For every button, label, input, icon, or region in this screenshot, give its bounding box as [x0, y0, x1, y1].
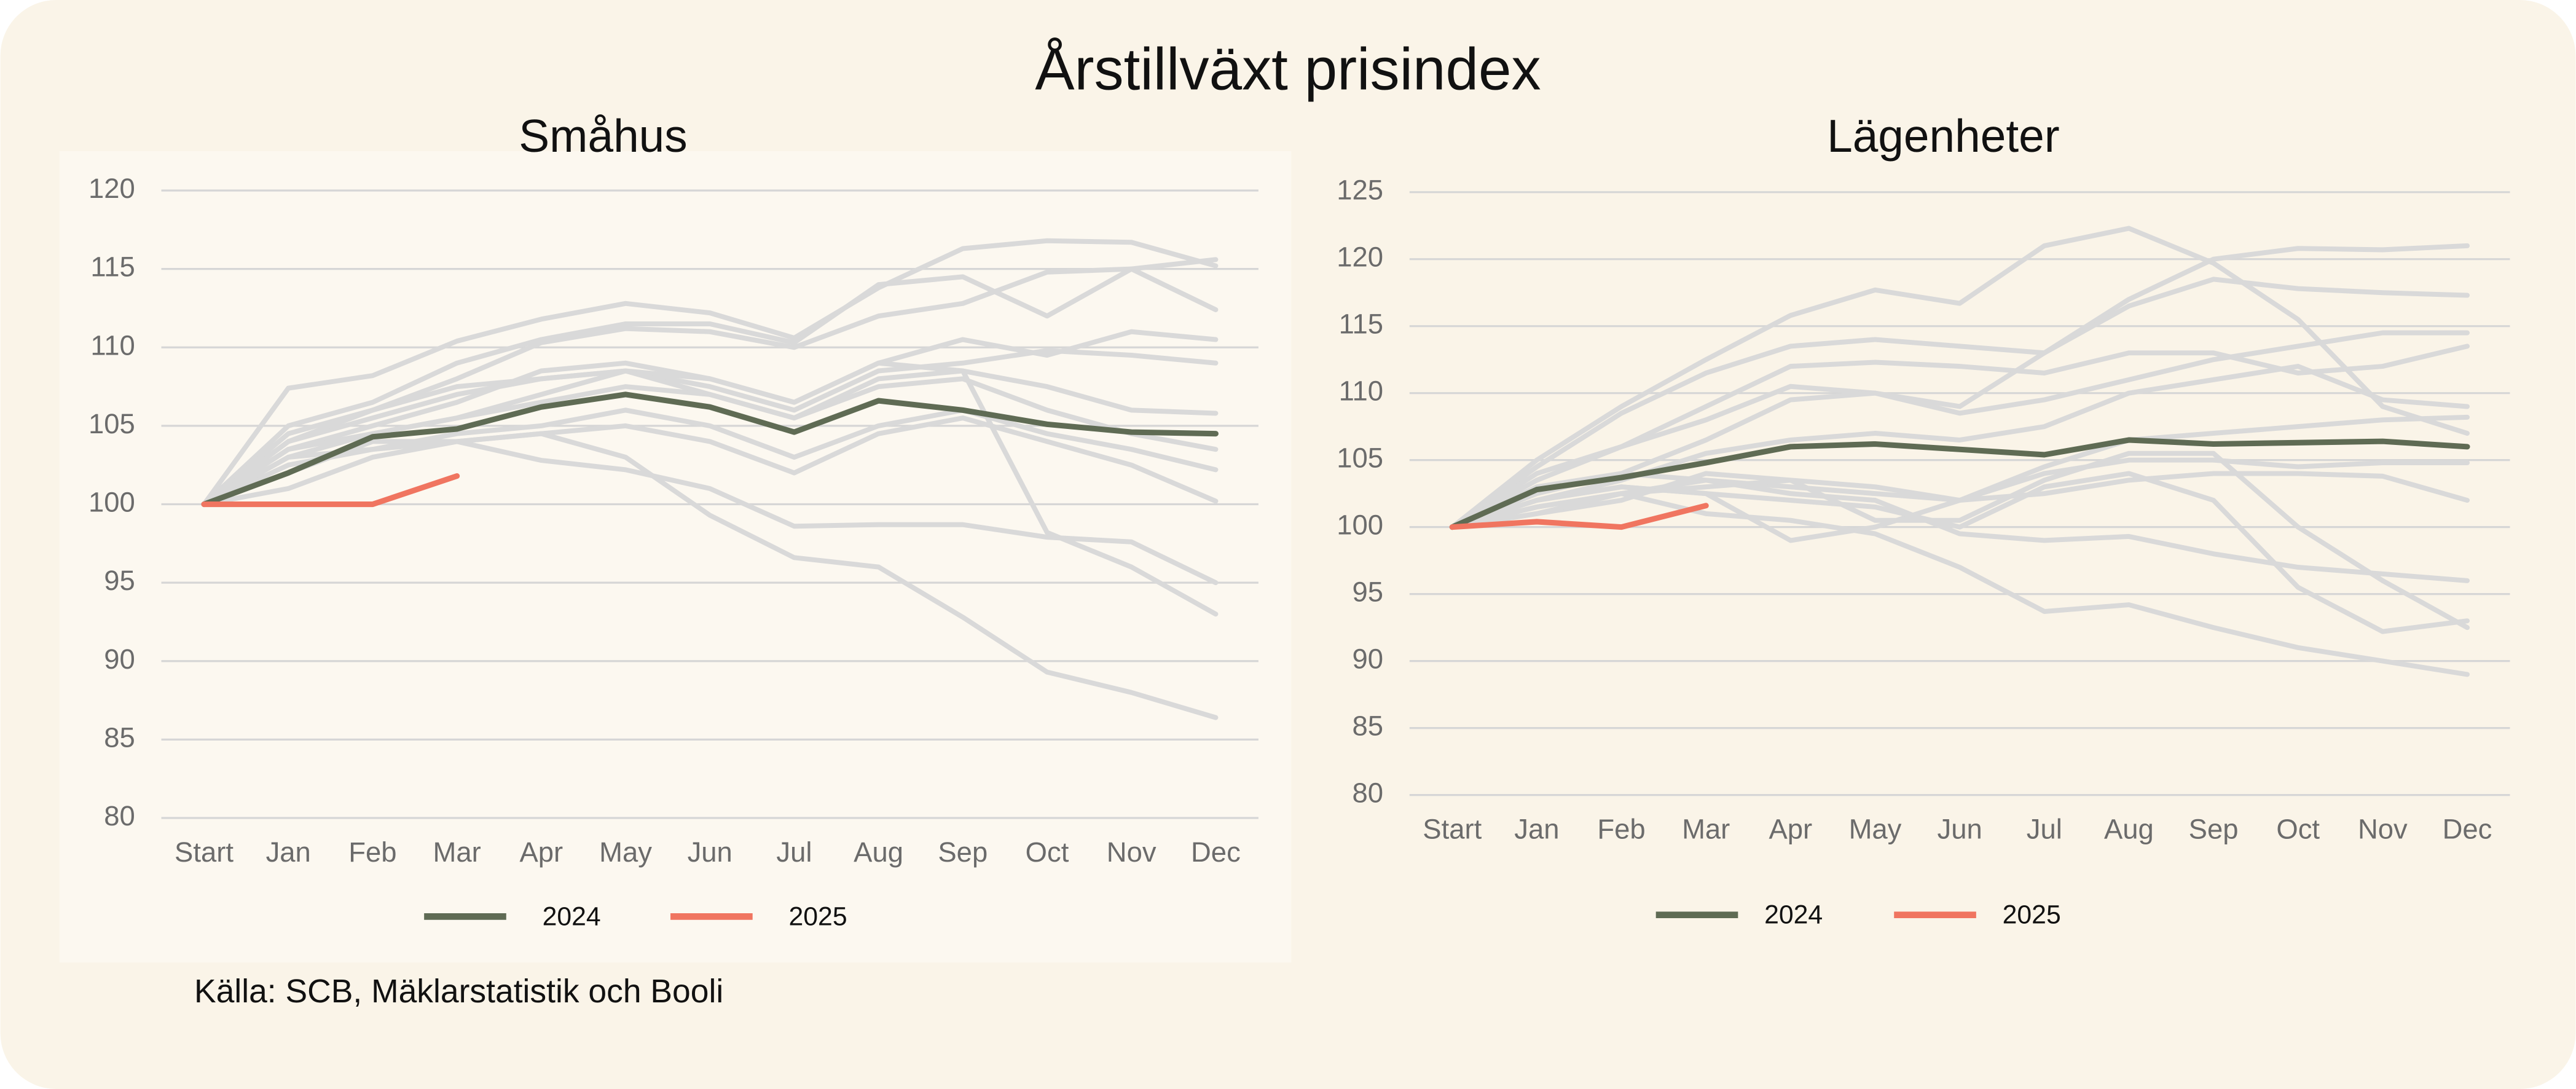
history-line	[202, 348, 1219, 507]
x-tick-label: Aug	[854, 836, 903, 868]
x-tick-label: Jun	[688, 836, 732, 868]
x-tick-label: Jun	[1938, 813, 1982, 844]
history-line	[202, 238, 1219, 507]
chart-title: Småhus	[519, 110, 688, 162]
x-tick-label: Oct	[1026, 836, 1069, 868]
x-tick-label: Nov	[1107, 836, 1156, 868]
series-line	[201, 391, 1219, 508]
series-line	[1449, 437, 2470, 530]
history-line	[202, 360, 1219, 617]
legend-label: 2025	[2003, 900, 2061, 930]
x-tick-label: Jul	[776, 836, 812, 868]
y-tick-label: 105	[1337, 442, 1383, 474]
main-title: Årstillväxt prisindex	[1035, 37, 1541, 103]
x-tick-label: Sep	[2189, 813, 2239, 844]
series-line	[201, 473, 460, 508]
x-tick-label: Sep	[938, 836, 988, 868]
y-tick-label: 110	[1339, 375, 1383, 407]
y-tick-label: 125	[1337, 175, 1383, 206]
history-line	[1450, 344, 2470, 530]
history-line	[202, 439, 1219, 586]
x-tick-label: Aug	[2104, 813, 2154, 844]
x-tick-label: Dec	[2443, 813, 2492, 844]
x-tick-label: Jan	[266, 836, 311, 868]
history-line	[202, 415, 1219, 507]
history-line	[202, 257, 1219, 507]
y-tick-label: 115	[90, 251, 135, 283]
x-tick-label: Dec	[1191, 836, 1241, 868]
y-tick-label: 110	[90, 329, 135, 361]
y-tick-label: 115	[1339, 309, 1383, 340]
y-tick-label: 95	[104, 565, 135, 596]
x-tick-label: May	[1849, 813, 1902, 844]
x-tick-label: Apr	[519, 836, 563, 868]
y-tick-label: 100	[1337, 509, 1383, 541]
y-tick-label: 90	[104, 643, 135, 675]
x-tick-label: Start	[175, 836, 234, 868]
chart-title: Lägenheter	[1827, 110, 2060, 162]
x-tick-label: Jul	[2027, 813, 2062, 844]
x-tick-label: Jan	[1514, 813, 1559, 844]
plot-panel	[59, 151, 1292, 963]
y-tick-label: 85	[1352, 710, 1383, 742]
history-line	[202, 431, 1219, 720]
x-tick-label: Mar	[433, 836, 481, 868]
history-line	[1450, 471, 2470, 634]
y-tick-label: 105	[88, 408, 135, 439]
x-tick-label: Start	[1423, 813, 1482, 844]
x-tick-label: Nov	[2358, 813, 2408, 844]
legend-label: 2025	[788, 902, 847, 931]
y-tick-label: 80	[1352, 777, 1383, 809]
history-line	[1450, 471, 2470, 583]
x-tick-label: Feb	[1597, 813, 1645, 844]
y-tick-label: 85	[104, 721, 135, 753]
source: Källa: SCB, Mäklarstatistik och Booli	[194, 973, 723, 1010]
y-tick-label: 80	[104, 800, 135, 831]
legend-label: 2024	[543, 902, 601, 931]
history-line	[202, 368, 1219, 507]
x-tick-label: Apr	[1769, 813, 1813, 844]
x-tick-label: May	[599, 836, 652, 868]
y-tick-label: 120	[88, 173, 135, 204]
y-tick-label: 90	[1352, 643, 1383, 675]
x-tick-label: Feb	[348, 836, 396, 868]
series-line	[1449, 503, 1709, 530]
y-tick-label: 120	[1337, 242, 1383, 273]
history-line	[1450, 471, 2470, 530]
y-tick-label: 95	[1352, 576, 1383, 608]
y-tick-label: 100	[88, 487, 135, 518]
history-line	[1450, 243, 2470, 530]
legend-label: 2024	[1764, 900, 1823, 930]
history-line	[1450, 450, 2470, 631]
history-line	[1450, 226, 2470, 530]
x-tick-label: Oct	[2276, 813, 2320, 844]
x-tick-label: Mar	[1682, 813, 1730, 844]
